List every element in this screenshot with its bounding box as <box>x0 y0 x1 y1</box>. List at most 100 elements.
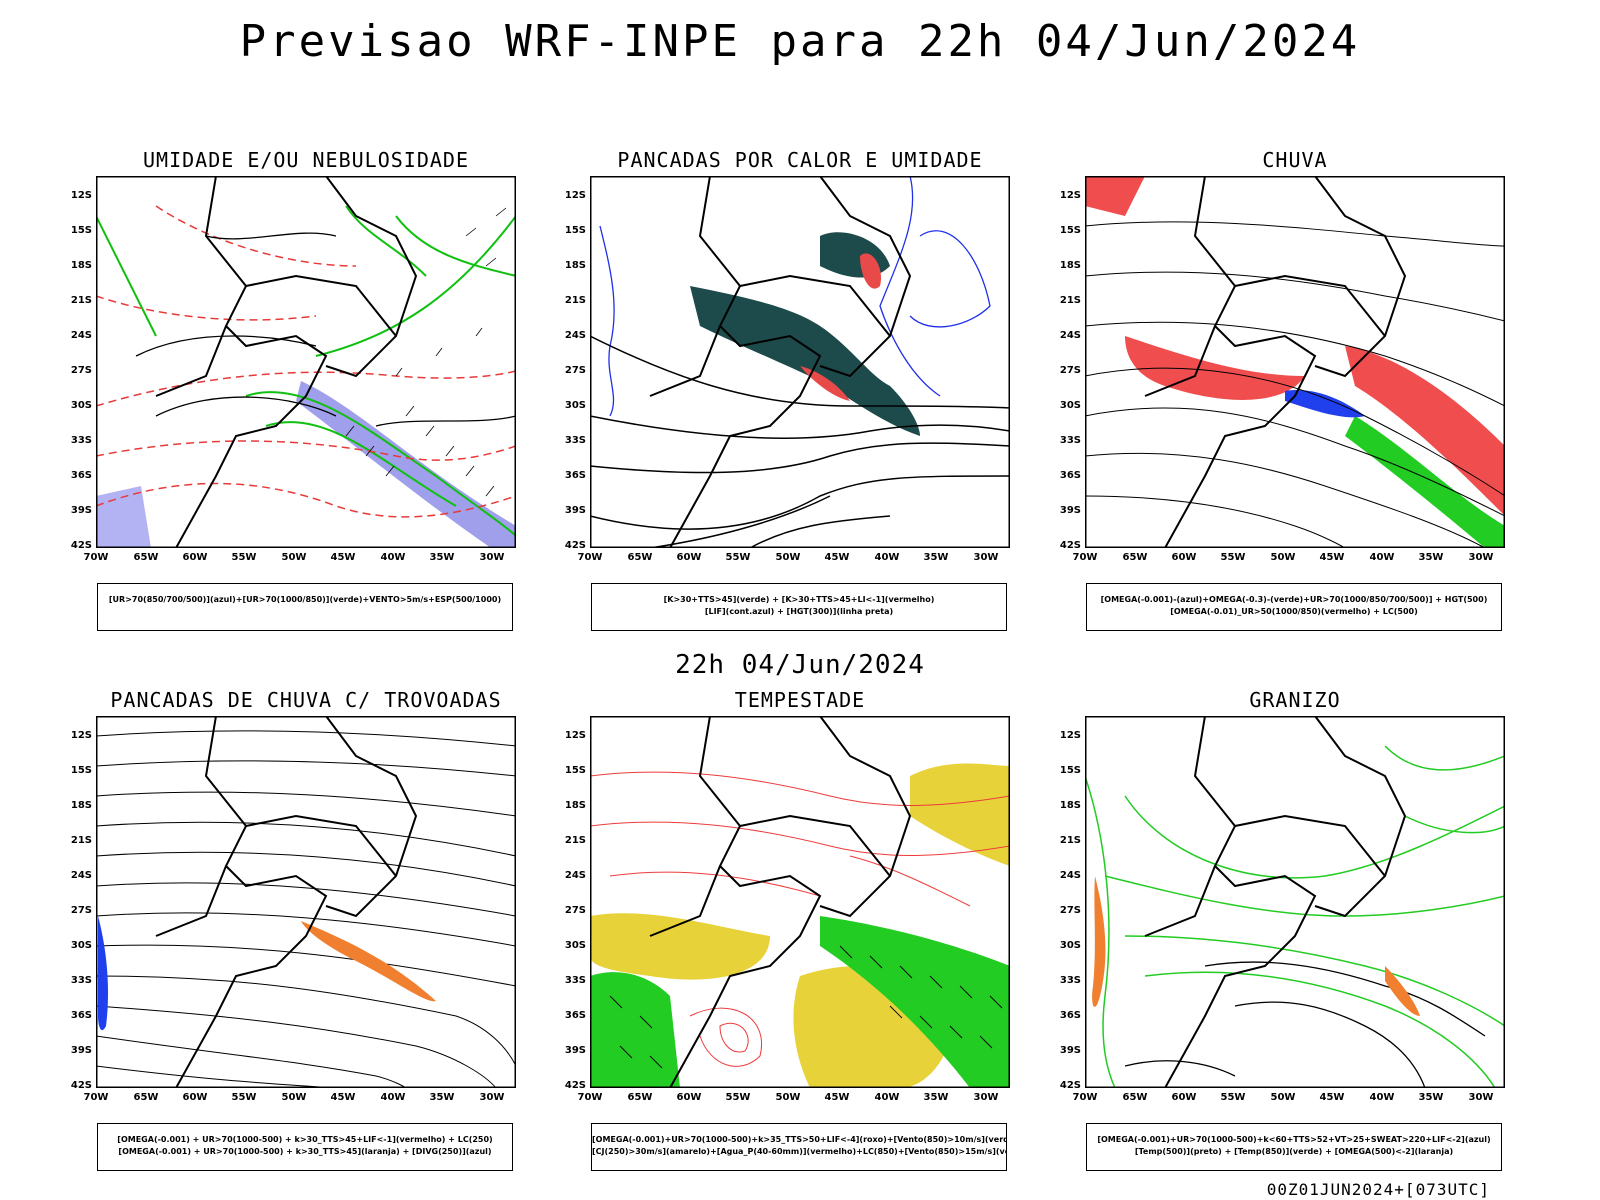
lon-label: 50W <box>775 552 801 563</box>
lat-label: 18S <box>1059 800 1081 811</box>
country-borders <box>155 176 418 548</box>
lat-label: 36S <box>1059 470 1081 481</box>
green-k-tts-area <box>690 286 920 436</box>
panel-umidade: UMIDADE E/OU NEBULOSIDADE <box>71 148 516 631</box>
lat-label: 21S <box>564 295 586 306</box>
map-canvas-tempestade <box>590 716 1010 1088</box>
map-chuva: 12S 15S 18S 21S 24S 27S 30S 33S 36S 39S … <box>1060 176 1505 551</box>
lat-label: 33S <box>70 435 92 446</box>
lon-label: 40W <box>874 1092 900 1103</box>
caption-line: [OMEGA(-0.001)+UR>70(1000-500)+k>35_TTS>… <box>592 1135 1006 1144</box>
lon-label: 35W <box>429 1092 455 1103</box>
lon-label: 40W <box>1369 552 1395 563</box>
green-wind-area-southwest <box>590 972 680 1088</box>
red-streamlines-lc850 <box>590 771 1010 1067</box>
panel-title: TEMPESTADE <box>734 688 866 712</box>
panel-title: PANCADAS POR CALOR E UMIDADE <box>617 148 983 172</box>
lat-label: 18S <box>564 800 586 811</box>
caption-line: [OMEGA(-0.001) + UR>70(1000-500) + k>30_… <box>118 1147 492 1156</box>
lat-label: 21S <box>70 295 92 306</box>
red-omega-area-east <box>1345 346 1505 516</box>
lat-label: 42S <box>70 540 92 551</box>
black-pressure-contours <box>135 232 516 427</box>
caption-line: [K>30+TTS>45](verde) + [K>30+TTS>45+LI<-… <box>663 595 935 604</box>
red-li-area <box>860 253 881 289</box>
panel-pancadas-calor: PANCADAS POR CALOR E UMIDADE <box>565 148 1010 631</box>
lon-label: 35W <box>1418 552 1444 563</box>
lon-label: 45W <box>330 552 356 563</box>
panel-granizo: GRANIZO <box>1060 688 1505 1171</box>
lon-label: 65W <box>133 1092 159 1103</box>
map-canvas-chuva <box>1085 176 1505 548</box>
caption-line: [OMEGA(-0.001)+UR>70(1000-500)+k<60+TTS>… <box>1097 1135 1491 1144</box>
lat-label: 21S <box>1059 835 1081 846</box>
lat-label: 30S <box>1059 400 1081 411</box>
wind-vectors-850 <box>609 945 1003 1069</box>
blue-humidity-band <box>296 381 516 548</box>
lat-label: 33S <box>564 975 586 986</box>
panel-caption: [OMEGA(-0.001)-(azul)+OMEGA(-0.3)-(verde… <box>1086 583 1502 631</box>
lat-label: 12S <box>1059 190 1081 201</box>
row2-title: 22h 04/Jun/2024 <box>675 650 925 680</box>
map-canvas-umidade <box>96 176 516 548</box>
lon-label: 30W <box>973 1092 999 1103</box>
lat-label: 39S <box>70 505 92 516</box>
hgt300-contours <box>590 335 1010 548</box>
lat-label: 18S <box>564 260 586 271</box>
panel-chuva: CHUVA 1 <box>1060 148 1505 631</box>
lat-label: 36S <box>564 1010 586 1021</box>
lat-label: 27S <box>564 365 586 376</box>
map-canvas-trovoadas <box>96 716 516 1088</box>
panel-caption: [OMEGA(-0.001)+UR>70(1000-500)+k<60+TTS>… <box>1086 1123 1502 1171</box>
lat-label: 12S <box>564 730 586 741</box>
yellow-jet-area-southwest <box>590 913 770 980</box>
lon-label: 35W <box>1418 1092 1444 1103</box>
lat-label: 24S <box>1059 330 1081 341</box>
temp850-contours <box>1085 745 1505 1088</box>
main-title: Previsao WRF-INPE para 22h 04/Jun/2024 <box>239 16 1361 67</box>
green-omega-band <box>1345 416 1505 548</box>
orange-tts-area <box>301 921 436 1002</box>
lat-label: 39S <box>1059 505 1081 516</box>
lon-label: 50W <box>281 552 307 563</box>
lat-label: 33S <box>70 975 92 986</box>
lon-label: 45W <box>824 1092 850 1103</box>
lon-label: 55W <box>725 552 751 563</box>
lat-label: 36S <box>1059 1010 1081 1021</box>
red-omega-area-north <box>1085 176 1145 216</box>
lat-label: 27S <box>1059 905 1081 916</box>
lon-label: 45W <box>1319 552 1345 563</box>
map-tempestade: 12S 15S 18S 21S 24S 27S 30S 33S 36S 39S … <box>565 716 1010 1091</box>
map-pancadas-calor: 12S 15S 18S 21S 24S 27S 30S 33S 36S 39S … <box>565 176 1010 551</box>
lat-label: 12S <box>1059 730 1081 741</box>
lon-label: 70W <box>577 552 603 563</box>
lat-label: 24S <box>70 330 92 341</box>
lon-label: 55W <box>231 1092 257 1103</box>
lat-label: 15S <box>564 225 586 236</box>
lat-label: 18S <box>70 800 92 811</box>
lat-label: 36S <box>70 1010 92 1021</box>
lon-label: 55W <box>725 1092 751 1103</box>
lat-label: 24S <box>1059 870 1081 881</box>
map-canvas-granizo <box>1085 716 1505 1088</box>
lon-label: 60W <box>1171 552 1197 563</box>
lat-label: 39S <box>564 1045 586 1056</box>
caption-line: [CJ(250)>30m/s](amarelo)+[Agua_P(40-60mm… <box>592 1147 1006 1156</box>
lon-label: 60W <box>676 552 702 563</box>
lat-label: 18S <box>1059 260 1081 271</box>
panel-title: UMIDADE E/OU NEBULOSIDADE <box>142 148 470 172</box>
country-borders <box>1144 176 1407 548</box>
lon-label: 70W <box>577 1092 603 1103</box>
lon-label: 45W <box>824 552 850 563</box>
map-canvas-pancadas-calor <box>590 176 1010 548</box>
caption-line: [OMEGA(-0.001) + UR>70(1000-500) + k>30_… <box>117 1135 493 1144</box>
lon-label: 60W <box>676 1092 702 1103</box>
lon-label: 35W <box>923 552 949 563</box>
temp500-contours <box>1124 961 1486 1088</box>
lat-label: 15S <box>1059 225 1081 236</box>
lon-label: 55W <box>1220 1092 1246 1103</box>
hgt500-contours <box>1085 221 1505 548</box>
lon-label: 65W <box>627 552 653 563</box>
run-timestamp: 00Z01JUN2024+[073UTC] <box>1266 1180 1490 1199</box>
lat-label: 42S <box>70 1080 92 1091</box>
